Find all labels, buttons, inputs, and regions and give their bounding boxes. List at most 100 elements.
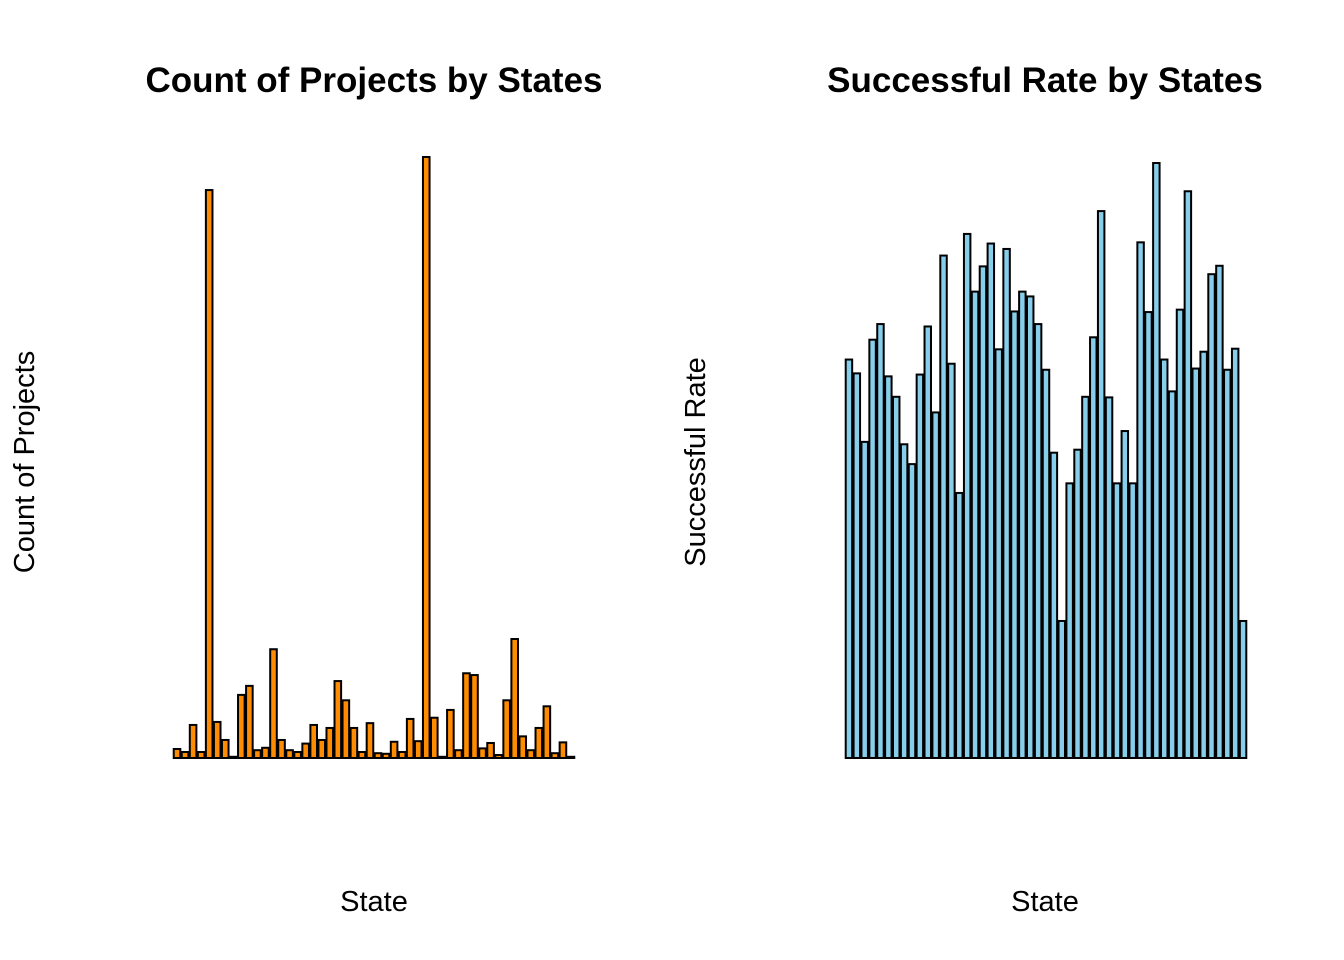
rate-bar bbox=[1002, 247, 1011, 759]
rate-bar bbox=[1199, 350, 1208, 759]
count-bar bbox=[285, 749, 294, 760]
count-bar bbox=[325, 726, 335, 760]
rate-bar bbox=[1065, 482, 1074, 759]
count-bar bbox=[510, 638, 519, 759]
rate-bar bbox=[1026, 295, 1035, 759]
rate-chart-bars bbox=[844, 162, 1248, 760]
count-bar bbox=[389, 740, 399, 760]
rate-bar bbox=[1223, 368, 1232, 759]
count-bar bbox=[518, 735, 528, 759]
rate-bar bbox=[947, 362, 956, 759]
rate-bar bbox=[1183, 190, 1193, 759]
count-bar bbox=[309, 723, 318, 760]
count-bar bbox=[293, 750, 302, 759]
count-bar bbox=[357, 750, 367, 759]
rate-bar bbox=[1018, 290, 1027, 759]
rate-bar bbox=[1081, 395, 1090, 759]
rate-bar bbox=[1120, 430, 1130, 759]
rate-bar bbox=[994, 348, 1003, 759]
count-chart-xlabel: State bbox=[340, 886, 408, 918]
rate-chart-title: Successful Rate by States bbox=[827, 61, 1263, 100]
count-bar bbox=[229, 755, 238, 759]
rate-chart-xlabel: State bbox=[1011, 886, 1079, 918]
rate-bar bbox=[844, 358, 854, 759]
count-bar bbox=[526, 749, 536, 760]
count-bar bbox=[430, 716, 439, 759]
rate-bar bbox=[1207, 273, 1216, 759]
rate-bar bbox=[1096, 210, 1106, 759]
rate-bar bbox=[1152, 162, 1161, 759]
count-bar bbox=[413, 740, 423, 759]
count-bar bbox=[470, 674, 479, 759]
rate-bar bbox=[939, 254, 948, 759]
count-bar bbox=[446, 708, 455, 759]
count-bar bbox=[220, 738, 230, 759]
count-bar bbox=[317, 738, 327, 759]
count-bar bbox=[333, 680, 343, 760]
rate-bar bbox=[1128, 482, 1137, 759]
rate-bar bbox=[1160, 358, 1169, 759]
count-bar bbox=[566, 755, 576, 759]
count-bar bbox=[301, 742, 310, 760]
rate-bar bbox=[1041, 368, 1051, 759]
count-bar bbox=[212, 720, 222, 760]
rate-bar bbox=[1238, 619, 1248, 759]
count-bar bbox=[204, 189, 214, 759]
count-bar bbox=[438, 755, 447, 759]
rate-bar bbox=[1136, 241, 1145, 759]
count-bar bbox=[253, 749, 262, 760]
count-bar bbox=[261, 746, 270, 760]
rate-bar bbox=[876, 323, 885, 759]
count-bar bbox=[397, 750, 407, 759]
count-bar bbox=[180, 750, 190, 759]
count-bar bbox=[237, 693, 246, 759]
rate-bar bbox=[1104, 396, 1114, 759]
rate-bar bbox=[1073, 448, 1082, 759]
rate-bar bbox=[1175, 308, 1185, 759]
count-chart-bars bbox=[172, 156, 576, 760]
rate-bar bbox=[1167, 390, 1177, 759]
rate-bar bbox=[1033, 323, 1043, 759]
count-bar bbox=[188, 723, 198, 760]
rate-bar bbox=[907, 463, 917, 759]
rate-bar bbox=[892, 395, 901, 759]
count-bar bbox=[341, 699, 351, 759]
count-bar bbox=[534, 726, 544, 760]
count-chart: Count of Projects by States State Count … bbox=[9, 61, 603, 918]
count-bar bbox=[478, 747, 487, 760]
rate-chart-ylabel: Successful Rate bbox=[680, 357, 712, 567]
rate-bar bbox=[884, 375, 893, 759]
count-bar bbox=[542, 705, 552, 759]
count-bar bbox=[421, 156, 431, 759]
rate-bar bbox=[986, 242, 996, 760]
count-bar bbox=[373, 752, 383, 760]
rate-bar bbox=[970, 290, 980, 759]
rate-bar bbox=[1089, 336, 1098, 759]
rate-bar bbox=[868, 338, 877, 759]
rate-bar bbox=[899, 443, 909, 759]
count-bar bbox=[462, 672, 471, 760]
rate-bar bbox=[1215, 264, 1224, 759]
count-bar bbox=[196, 750, 206, 759]
rate-bar bbox=[860, 440, 869, 759]
rate-bar bbox=[1144, 311, 1153, 759]
rate-bar bbox=[978, 265, 988, 759]
count-bar bbox=[454, 749, 463, 760]
rate-bar bbox=[1057, 619, 1066, 759]
rate-bar bbox=[1010, 310, 1019, 759]
rate-bar bbox=[1230, 347, 1240, 759]
rate-bar bbox=[915, 373, 925, 759]
count-chart-title: Count of Projects by States bbox=[145, 61, 602, 100]
count-bar bbox=[502, 699, 511, 759]
count-bar bbox=[349, 726, 359, 760]
count-bar bbox=[277, 738, 286, 759]
count-bar bbox=[550, 752, 560, 760]
rate-bar bbox=[931, 411, 940, 759]
rate-bar bbox=[1112, 482, 1122, 759]
count-bar bbox=[494, 754, 503, 759]
rate-bar bbox=[852, 372, 862, 759]
count-bar bbox=[245, 684, 254, 760]
rate-bar bbox=[923, 325, 932, 759]
count-bar bbox=[365, 722, 375, 760]
